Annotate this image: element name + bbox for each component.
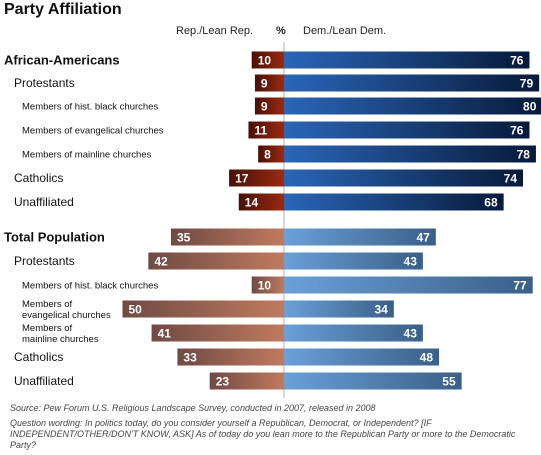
dem-bar-0-5: [284, 169, 524, 187]
dem-value-1-2: 77: [513, 279, 527, 293]
question-wording-note: Question wording: In politics today, do …: [10, 418, 516, 450]
dem-bar-0-6: [284, 193, 504, 211]
rep-value-0-5: 17: [235, 172, 249, 186]
category-label-1-3-line0: Members of: [22, 299, 73, 310]
category-label-1-5: Catholics: [14, 350, 63, 364]
dem-value-1-6: 55: [442, 375, 456, 389]
dem-value-1-0: 47: [416, 231, 430, 245]
dem-value-0-2: 80: [523, 100, 537, 114]
dem-bar-1-5: [284, 348, 440, 366]
chart-title: Party Affiliation: [4, 1, 122, 18]
rep-value-0-0: 10: [258, 54, 272, 68]
rep-value-1-4: 41: [158, 327, 172, 341]
dem-value-1-3: 34: [374, 303, 388, 317]
dem-bar-1-6: [284, 372, 462, 390]
rep-value-0-4: 8: [264, 148, 271, 162]
rep-bar-0-3: [248, 121, 284, 139]
rep-bar-1-2: [251, 276, 284, 294]
rep-value-0-1: 9: [261, 77, 268, 91]
category-label-0-3: Members of evangelical churches: [22, 125, 164, 136]
dem-value-0-4: 78: [517, 148, 531, 162]
rep-bar-0-0: [251, 51, 284, 69]
dem-value-1-5: 48: [420, 351, 434, 365]
category-label-0-0: African-Americans: [4, 53, 120, 68]
rep-value-1-5: 33: [183, 351, 197, 365]
dem-value-1-1: 43: [404, 255, 418, 269]
rep-bar-1-3: [122, 300, 284, 318]
rep-bar-0-4: [258, 145, 284, 163]
dem-value-0-6: 68: [484, 196, 498, 210]
rep-bar-1-5: [177, 348, 284, 366]
category-label-0-4: Members of mainline churches: [22, 149, 152, 160]
rep-bar-0-5: [229, 169, 284, 187]
dem-bar-0-1: [284, 74, 540, 92]
rep-bar-1-4: [151, 324, 284, 342]
dem-value-0-3: 76: [510, 124, 524, 138]
category-label-0-2: Members of hist. black churches: [22, 101, 158, 112]
rep-bar-0-2: [254, 97, 284, 115]
rep-bar-0-6: [238, 193, 284, 211]
category-label-1-3-line1: evangelical churches: [22, 310, 111, 321]
rep-value-1-2: 10: [258, 279, 272, 293]
dem-value-0-5: 74: [504, 172, 518, 186]
rep-bar-1-6: [209, 372, 284, 390]
dem-bar-0-0: [284, 51, 530, 69]
dem-bar-1-1: [284, 252, 423, 270]
dem-bar-1-0: [284, 228, 436, 246]
source-note: Source: Pew Forum U.S. Religious Landsca…: [10, 403, 376, 413]
category-label-0-1: Protestants: [14, 76, 75, 90]
category-label-1-4-line0: Members of: [22, 323, 73, 334]
rep-bar-1-0: [170, 228, 284, 246]
percent-header: %: [276, 25, 286, 37]
category-label-1-2: Members of hist. black churches: [22, 280, 158, 291]
dem-value-0-1: 79: [520, 77, 534, 91]
rep-value-0-3: 11: [254, 124, 267, 138]
dem-value-1-4: 43: [404, 327, 418, 341]
rep-value-1-1: 42: [154, 255, 168, 269]
rep-value-1-0: 35: [177, 231, 191, 245]
rep-bar-0-1: [254, 74, 284, 92]
rep-value-1-3: 50: [129, 303, 143, 317]
rep-value-0-2: 9: [261, 100, 268, 114]
category-label-1-0: Total Population: [4, 230, 105, 245]
dem-bar-1-3: [284, 300, 394, 318]
party-affiliation-chart: African-Americans 10 76 Protestants 9 79 Membe…: [4, 42, 541, 398]
dem-bar-0-2: [284, 97, 541, 115]
dem-bar-1-2: [284, 276, 533, 294]
rep-bar-1-1: [148, 252, 284, 270]
category-label-0-5: Catholics: [14, 171, 63, 185]
rep-value-1-6: 23: [216, 375, 230, 389]
category-label-1-6: Unaffiliated: [14, 374, 74, 388]
category-label-0-6: Unaffiliated: [14, 195, 74, 209]
dem-value-0-0: 76: [510, 54, 524, 68]
dem-bar-0-4: [284, 145, 536, 163]
rep-value-0-6: 14: [245, 196, 259, 210]
dem-header: Dem./Lean Dem.: [303, 25, 387, 37]
dem-bar-1-4: [284, 324, 423, 342]
category-label-1-1: Protestants: [14, 254, 75, 268]
category-label-1-4-line1: mainline churches: [22, 334, 99, 345]
dem-bar-0-3: [284, 121, 530, 139]
rep-header: Rep./Lean Rep.: [176, 25, 254, 37]
